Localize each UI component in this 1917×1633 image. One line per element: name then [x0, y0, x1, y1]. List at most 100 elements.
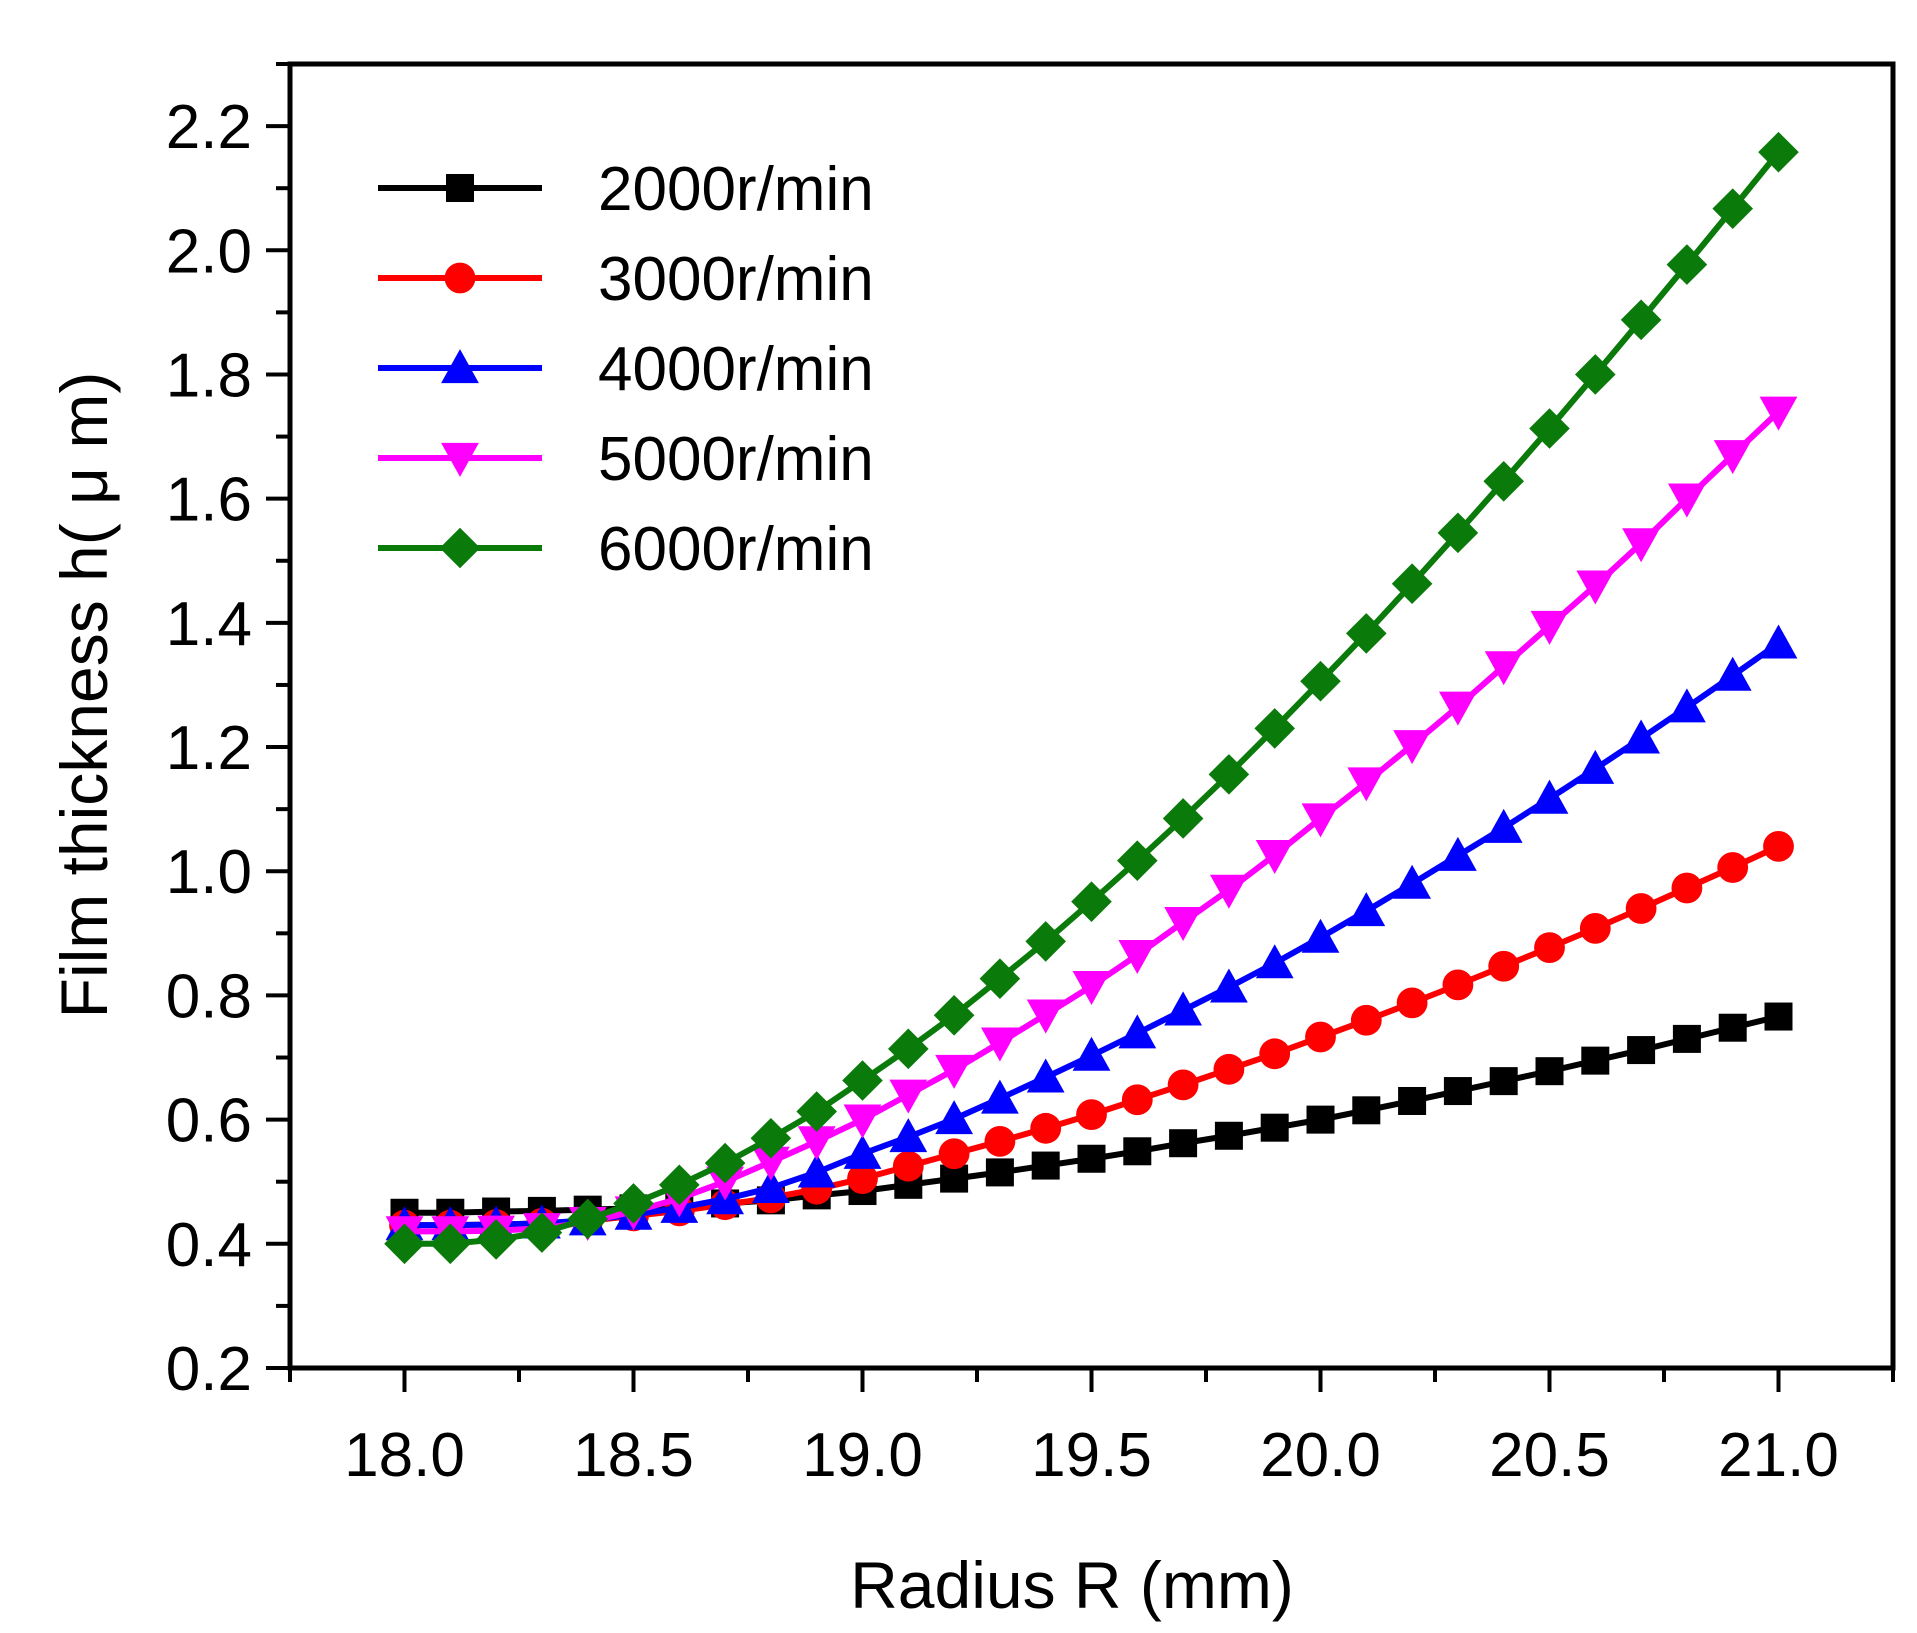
data-point — [933, 994, 975, 1036]
data-point — [1301, 803, 1340, 838]
data-point — [1169, 1129, 1198, 1158]
data-point — [1718, 1013, 1747, 1042]
y-tick-label: 0.8 — [166, 962, 252, 1031]
data-point — [1666, 244, 1708, 285]
data-point — [985, 1158, 1014, 1187]
y-tick-label: 0.6 — [166, 1087, 252, 1156]
data-point — [1442, 969, 1474, 1001]
data-point — [567, 1198, 608, 1240]
data-point — [1306, 1105, 1335, 1134]
data-point — [1581, 1046, 1610, 1075]
data-point — [1437, 512, 1479, 554]
data-point — [750, 1117, 792, 1159]
data-point — [843, 1104, 882, 1139]
data-point — [1764, 1002, 1793, 1031]
data-point — [889, 1118, 928, 1153]
data-point — [521, 1212, 563, 1253]
legend-label: 2000r/min — [598, 155, 874, 224]
data-point — [1529, 408, 1570, 449]
data-point — [1164, 907, 1202, 942]
data-point — [1300, 660, 1341, 702]
data-point — [1620, 299, 1662, 341]
data-point — [1672, 1024, 1701, 1053]
data-point — [1575, 354, 1616, 395]
legend-label: 6000r/min — [598, 515, 874, 584]
data-point — [1347, 892, 1386, 927]
data-point — [475, 1219, 517, 1260]
data-point — [1758, 131, 1799, 173]
data-point — [1439, 836, 1477, 871]
data-point — [797, 1126, 836, 1161]
data-point — [1759, 396, 1798, 431]
data-point — [1713, 656, 1752, 691]
data-point — [1121, 1084, 1153, 1116]
data-point — [752, 1169, 790, 1204]
series-line — [404, 640, 1781, 1229]
data-point — [1393, 864, 1431, 899]
data-point — [1717, 852, 1749, 883]
data-point — [1117, 840, 1158, 881]
data-point — [1530, 779, 1569, 814]
data-point — [797, 1153, 836, 1188]
data-point — [613, 1183, 654, 1224]
x-tick-label: 20.0 — [1260, 1421, 1381, 1490]
data-point — [1026, 1058, 1065, 1093]
x-axis-title: Radius R (mm) — [850, 1548, 1294, 1622]
data-point — [1443, 1077, 1472, 1106]
data-point — [1484, 808, 1523, 843]
y-tick-label: 2.2 — [166, 93, 252, 162]
data-point — [1030, 1112, 1062, 1144]
data-point — [1210, 874, 1248, 909]
data-point — [1072, 970, 1111, 1006]
data-point — [842, 1060, 883, 1101]
data-point — [984, 1125, 1016, 1157]
axes: 0.2 0.4 0.6 0.8 1.0 1.2 1.4 1.6 1.8 2.0 2.2 18.0 18.… — [166, 61, 1896, 1490]
data-point — [1255, 839, 1294, 874]
data-point — [847, 1163, 878, 1195]
data-point — [1391, 563, 1433, 605]
data-point — [1625, 893, 1657, 924]
data-point — [938, 1138, 970, 1170]
x-tick-label: 19.0 — [802, 1421, 923, 1490]
data-point — [1350, 1004, 1382, 1036]
data-point — [935, 1100, 973, 1135]
data-point — [1579, 912, 1611, 944]
x-tick-label: 20.5 — [1489, 1421, 1610, 1490]
y-tick-label: 1.0 — [166, 838, 252, 907]
data-point — [1396, 987, 1428, 1019]
data-point — [384, 1223, 425, 1265]
data-point — [1210, 968, 1248, 1003]
data-point — [1627, 1036, 1656, 1065]
data-point — [1576, 570, 1615, 605]
data-point — [1489, 1067, 1518, 1096]
data-point — [1346, 613, 1387, 654]
data-point — [979, 958, 1021, 999]
data-point — [1254, 708, 1295, 749]
data-point — [1077, 1144, 1106, 1173]
data-point — [1713, 440, 1752, 475]
data-point — [1076, 1099, 1107, 1131]
data-point — [1535, 1057, 1564, 1086]
data-point — [1439, 691, 1477, 726]
y-axis-title: Film thickness h( μ m) — [47, 372, 121, 1019]
y-tick-label: 2.0 — [166, 217, 252, 286]
data-point — [659, 1164, 700, 1206]
data-point — [1259, 1038, 1291, 1070]
data-point — [430, 1223, 471, 1265]
data-point — [1483, 460, 1524, 502]
data-point — [892, 1150, 924, 1182]
data-point — [1071, 881, 1112, 922]
data-point — [1118, 1014, 1157, 1049]
series-line — [404, 150, 1781, 1247]
data-point — [1671, 872, 1703, 904]
legend-swatch-marker — [439, 527, 481, 569]
data-point — [1167, 1069, 1199, 1101]
data-point — [1759, 624, 1798, 659]
data-point — [796, 1091, 837, 1132]
data-point — [889, 1079, 928, 1114]
x-tick-label: 21.0 — [1718, 1421, 1839, 1490]
data-point — [1208, 754, 1250, 795]
data-point — [1712, 188, 1753, 229]
data-point — [1072, 1036, 1111, 1071]
